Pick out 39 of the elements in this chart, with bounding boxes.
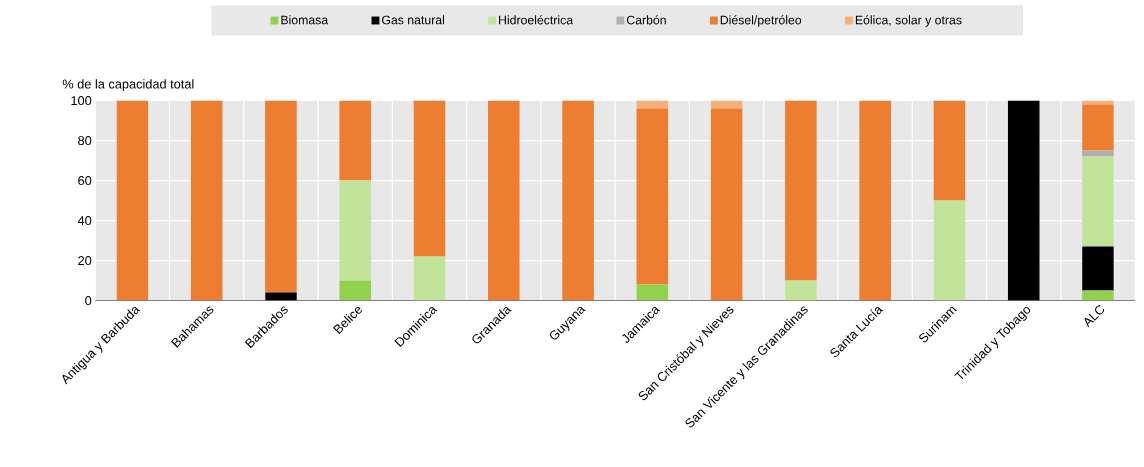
y-tick-label: 60 bbox=[78, 175, 92, 185]
bar bbox=[339, 280, 371, 301]
bar bbox=[785, 100, 817, 281]
legend-label: Gas natural bbox=[382, 15, 445, 25]
bar bbox=[785, 280, 817, 301]
bar bbox=[1082, 150, 1114, 157]
bar bbox=[562, 100, 594, 301]
bar bbox=[933, 200, 966, 301]
legend-label: Eólica, solar y otras bbox=[855, 15, 962, 27]
bar bbox=[339, 100, 371, 181]
legend-label: Hidroeléctrica bbox=[499, 15, 574, 25]
bar bbox=[1082, 156, 1114, 247]
legend-label: Biomasa bbox=[281, 15, 329, 25]
bar bbox=[859, 100, 891, 301]
y-tick-label: 0 bbox=[85, 296, 92, 306]
bar bbox=[1082, 104, 1114, 151]
bar bbox=[413, 256, 446, 301]
legend-label: Carbón bbox=[626, 15, 666, 25]
legend-label: Diésel/petróleo bbox=[720, 15, 802, 27]
bar bbox=[1082, 100, 1114, 105]
bar bbox=[636, 108, 669, 285]
y-tick-label: 20 bbox=[78, 255, 92, 266]
bar bbox=[1082, 246, 1114, 291]
bar bbox=[413, 100, 446, 257]
bar bbox=[636, 100, 669, 109]
bar bbox=[190, 100, 223, 301]
bar bbox=[636, 284, 669, 301]
bar bbox=[710, 108, 743, 301]
bar bbox=[1007, 100, 1040, 301]
bar bbox=[116, 100, 149, 301]
y-axis-title: % de la capacidad total bbox=[62, 79, 194, 91]
y-tick-label: 80 bbox=[78, 135, 92, 145]
bar bbox=[933, 100, 966, 201]
bar bbox=[339, 180, 371, 281]
y-tick-label: 40 bbox=[77, 215, 92, 226]
bar bbox=[265, 100, 297, 293]
bar bbox=[710, 100, 743, 109]
bar bbox=[488, 100, 520, 301]
y-tick-label: 100 bbox=[71, 95, 92, 105]
